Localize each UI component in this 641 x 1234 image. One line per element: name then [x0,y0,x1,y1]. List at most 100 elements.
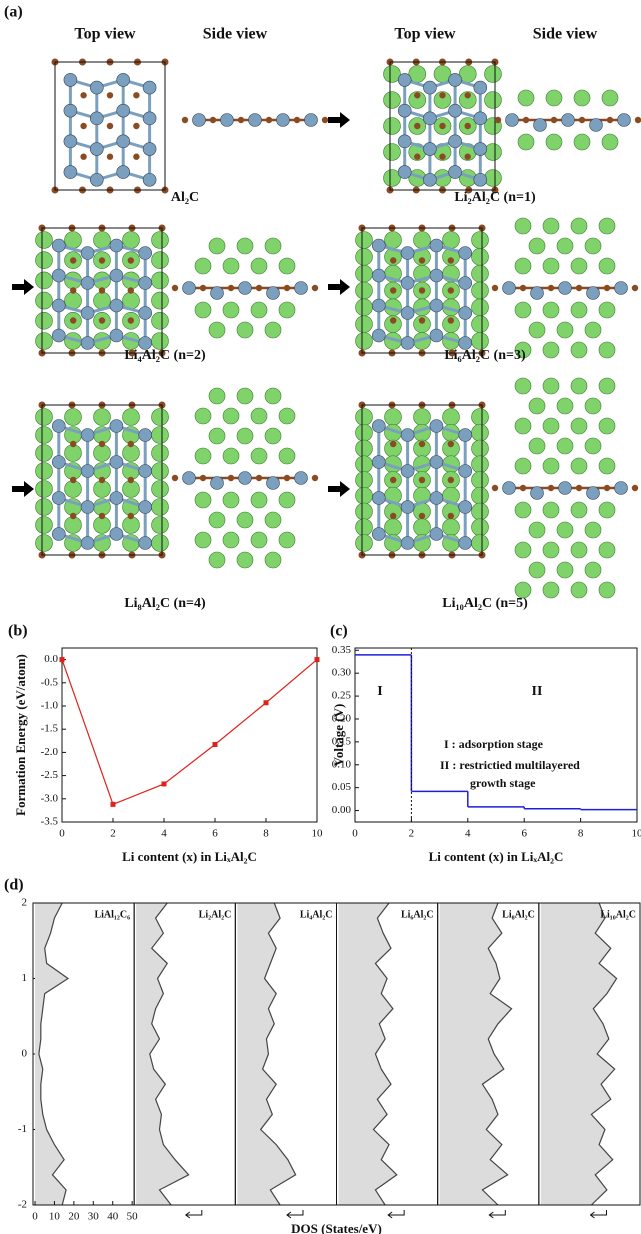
al-atom [474,173,487,186]
annotation: II [532,684,543,699]
li-atom [36,232,53,249]
li-atom [529,238,545,254]
c-atom [390,317,396,323]
li-atom [571,378,587,394]
c-atom [99,257,105,263]
li-atom [36,535,53,552]
al-atom [430,269,443,282]
li-atom [472,409,489,426]
al-atom [398,104,411,117]
li-atom [599,458,615,474]
al-atom [143,173,156,186]
li-atom [36,333,53,350]
li-atom [237,388,253,404]
x-tick-label: 0 [32,1211,38,1223]
top-view [384,59,502,194]
c-atom [182,117,188,123]
al-atom [143,112,156,125]
li-atom [36,427,53,444]
c-atom [419,477,425,483]
al-atom [590,119,603,132]
al-atom [81,465,94,478]
structure-label: Li₁₀Al₂C (n=5) [442,596,528,611]
li-atom [356,409,373,426]
al-atom [587,287,600,300]
al-atom [430,420,443,433]
c-atom [70,287,76,293]
li-atom [36,252,53,269]
c-atom [128,477,134,483]
axis-arrow [287,1210,303,1218]
li-atom [356,316,373,333]
li-atom [36,499,53,516]
arrow [328,112,350,128]
li-atom [195,448,211,464]
li-atom [384,92,401,109]
view-header: Side view [203,26,268,43]
li-atom [472,535,489,552]
al-atom [52,528,65,541]
li-atom [251,302,267,318]
al-atom [267,287,280,300]
c-atom [492,485,498,491]
li-atom [515,378,531,394]
li-atom [414,519,431,536]
al-atom [372,239,385,252]
dos-fill [440,903,512,1205]
arrow [328,279,350,295]
li-atom [543,418,559,434]
li-atom [265,388,281,404]
li-atom [356,487,373,504]
al-atom [449,166,462,179]
x-tick-label: 10 [632,828,641,840]
al-atom [503,282,516,295]
li-atom [223,258,239,274]
al-atom [531,287,544,300]
x-tick-label: 6 [521,828,527,840]
li-atom [571,302,587,318]
al-atom [239,282,252,295]
li-atom [571,418,587,434]
c-atom [128,513,134,519]
c-atom [128,257,134,263]
c-atom [465,154,471,160]
al-atom [64,166,77,179]
dos-panel-label: Li₂Al₂C [199,909,232,920]
li-atom [599,218,615,234]
li-atom [543,458,559,474]
li-atom [223,492,239,508]
li-atom [152,333,169,350]
li-atom [356,472,373,489]
data-point [264,700,269,705]
li-atom [356,424,373,441]
view-header: Top view [74,26,136,43]
c-atom [465,123,471,129]
arrow [12,279,34,295]
c-atom [448,441,454,447]
li-atom [265,552,281,568]
al-atom [372,329,385,342]
c-atom [210,117,216,123]
li-atom [195,408,211,424]
li-atom [195,532,211,548]
dos-fill [541,903,617,1205]
al-atom [139,307,152,320]
li-atom [515,542,531,558]
al-atom [52,299,65,312]
li-atom [557,238,573,254]
li-atom [237,428,253,444]
li-atom [543,302,559,318]
annotation: II : restrictied multilayered [440,758,580,772]
x-tick-label: 50 [127,1211,139,1223]
al-atom [459,307,472,320]
li-atom [571,218,587,234]
li-atom [602,134,618,150]
axis-arrow [388,1210,404,1218]
dos-fill [339,903,397,1205]
li-atom [36,292,53,309]
al-atom [459,247,472,260]
li-atom [472,519,489,536]
arrow [12,481,34,497]
al-atom [81,429,94,442]
li-atom [36,517,53,534]
